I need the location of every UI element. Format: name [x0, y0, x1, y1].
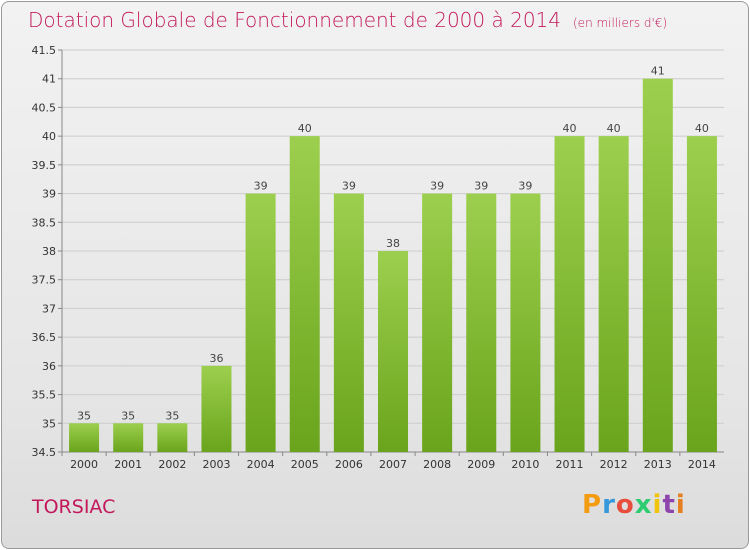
- y-tick-label: 41: [42, 73, 56, 86]
- y-tick-label: 35: [42, 417, 56, 430]
- bar-2013: [642, 78, 673, 452]
- chart-subtitle: (en milliers d'€): [573, 16, 668, 30]
- x-tick-label: 2005: [291, 458, 319, 471]
- town-name: TORSIAC: [32, 496, 116, 518]
- data-label: 35: [165, 409, 179, 422]
- x-tick-label: 2010: [511, 458, 539, 471]
- logo-letter: i: [675, 490, 686, 520]
- y-tick-label: 36.5: [32, 331, 57, 344]
- data-label: 39: [254, 180, 268, 193]
- bar-2009: [466, 193, 497, 453]
- bar-2005: [289, 136, 320, 452]
- x-tick-label: 2003: [202, 458, 230, 471]
- data-label: 35: [77, 409, 91, 422]
- y-tick-label: 39.5: [32, 159, 57, 172]
- logo-letter: x: [634, 490, 653, 520]
- bar-2010: [510, 193, 541, 453]
- data-label: 35: [121, 409, 135, 422]
- y-tick-label: 38: [42, 245, 56, 258]
- y-tick-label: 38.5: [32, 216, 57, 229]
- y-tick-label: 37.5: [32, 274, 57, 287]
- data-label: 40: [298, 122, 312, 135]
- bar-2002: [157, 423, 188, 452]
- data-label: 39: [430, 180, 444, 193]
- y-tick-label: 41.5: [32, 44, 57, 57]
- data-label: 39: [518, 180, 532, 193]
- x-tick-label: 2002: [158, 458, 186, 471]
- y-tick-label: 37: [42, 302, 56, 315]
- x-tick-label: 2007: [379, 458, 407, 471]
- x-tick-label: 2009: [467, 458, 495, 471]
- data-label: 39: [474, 180, 488, 193]
- y-tick-label: 36: [42, 360, 56, 373]
- bar-2014: [686, 136, 717, 452]
- x-tick-label: 2012: [600, 458, 628, 471]
- data-label: 39: [342, 180, 356, 193]
- data-label: 40: [695, 122, 709, 135]
- x-tick-label: 2011: [556, 458, 584, 471]
- y-tick-label: 40: [42, 130, 56, 143]
- y-tick-label: 39: [42, 188, 56, 201]
- chart-title: Dotation Globale de Fonctionnement de 20…: [28, 8, 667, 32]
- x-tick-label: 2000: [70, 458, 98, 471]
- x-tick-label: 2008: [423, 458, 451, 471]
- y-tick-label: 40.5: [32, 101, 57, 114]
- logo-letter: o: [615, 490, 635, 520]
- bar-2000: [69, 423, 100, 452]
- logo-letter: P: [582, 490, 603, 520]
- y-tick-label: 34.5: [32, 446, 57, 459]
- bar-2003: [201, 365, 232, 452]
- bar-2012: [598, 136, 629, 452]
- proxiti-logo: Proxiti: [582, 490, 686, 520]
- x-tick-label: 2013: [644, 458, 672, 471]
- logo-letter: r: [602, 490, 616, 520]
- data-label: 40: [607, 122, 621, 135]
- x-tick-label: 2004: [247, 458, 275, 471]
- y-tick-label: 35.5: [32, 389, 57, 402]
- data-label: 36: [209, 352, 223, 365]
- chart-title-text: Dotation Globale de Fonctionnement de 20…: [28, 8, 561, 32]
- data-label: 40: [563, 122, 577, 135]
- data-label: 38: [386, 237, 400, 250]
- x-tick-label: 2006: [335, 458, 363, 471]
- bar-2007: [377, 251, 409, 452]
- x-tick-label: 2001: [114, 458, 142, 471]
- bar-2001: [113, 423, 144, 452]
- logo-letter: t: [662, 490, 676, 520]
- bar-2008: [422, 193, 453, 453]
- x-tick-label: 2014: [688, 458, 716, 471]
- logo-letter: i: [652, 490, 663, 520]
- bar-2006: [333, 193, 364, 453]
- bar-2004: [245, 193, 276, 453]
- bar-2011: [554, 136, 585, 452]
- data-label: 41: [651, 65, 665, 78]
